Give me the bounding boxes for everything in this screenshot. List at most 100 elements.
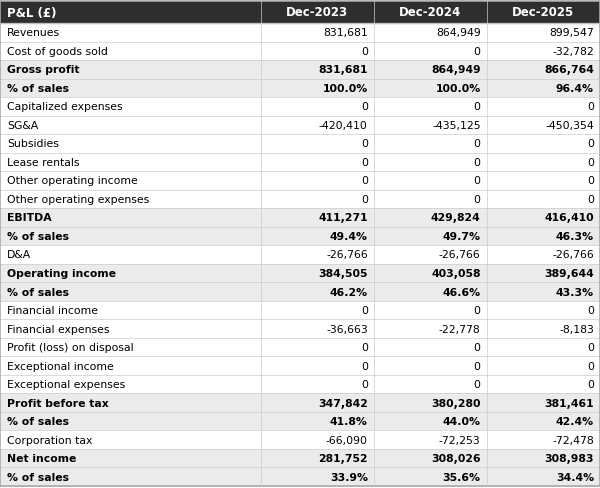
Text: Operating income: Operating income [7,268,116,279]
Text: Exceptional expenses: Exceptional expenses [7,379,125,389]
Text: 96.4%: 96.4% [556,83,594,94]
Text: -435,125: -435,125 [432,121,481,131]
Text: 380,280: 380,280 [431,398,481,408]
Text: 49.7%: 49.7% [443,231,481,242]
Text: 49.4%: 49.4% [330,231,368,242]
Text: 308,983: 308,983 [545,453,594,463]
Text: Capitalized expenses: Capitalized expenses [7,102,122,112]
Bar [0,98,600,116]
Bar [0,2,261,24]
Text: 831,681: 831,681 [323,28,368,38]
Bar [374,2,487,24]
Text: 347,842: 347,842 [318,398,368,408]
Text: 44.0%: 44.0% [443,416,481,427]
Text: 0: 0 [587,158,594,167]
Text: 281,752: 281,752 [318,453,368,463]
Text: 0: 0 [587,305,594,315]
Text: Other operating expenses: Other operating expenses [7,195,149,204]
Text: 0: 0 [361,361,368,371]
Text: 46.3%: 46.3% [556,231,594,242]
Bar [0,246,600,264]
Text: -66,090: -66,090 [326,435,368,445]
Text: 46.6%: 46.6% [442,287,481,297]
Text: Dec-2023: Dec-2023 [286,6,349,20]
Bar [0,338,600,357]
Text: 416,410: 416,410 [544,213,594,223]
Text: 899,547: 899,547 [549,28,594,38]
Bar [0,209,600,227]
Text: Corporation tax: Corporation tax [7,435,92,445]
Text: 864,949: 864,949 [436,28,481,38]
Text: -8,183: -8,183 [559,324,594,334]
Bar [0,430,600,449]
Bar [0,116,600,135]
Text: 0: 0 [361,195,368,204]
Text: 0: 0 [473,47,481,57]
Text: Profit (loss) on disposal: Profit (loss) on disposal [7,343,134,352]
Text: % of sales: % of sales [7,287,69,297]
Text: -26,766: -26,766 [552,250,594,260]
Text: Financial expenses: Financial expenses [7,324,110,334]
Text: 0: 0 [587,176,594,186]
Text: 35.6%: 35.6% [443,472,481,482]
Bar [0,468,600,486]
Text: 864,949: 864,949 [431,65,481,75]
Text: 0: 0 [473,195,481,204]
Text: 0: 0 [473,102,481,112]
Text: -26,766: -26,766 [326,250,368,260]
Text: 0: 0 [587,139,594,149]
Bar [0,264,600,283]
Text: Exceptional income: Exceptional income [7,361,114,371]
Bar [0,357,600,375]
Text: 831,681: 831,681 [319,65,368,75]
Bar [0,301,600,320]
Text: 0: 0 [587,361,594,371]
Bar [261,2,374,24]
Text: 0: 0 [361,176,368,186]
Bar [0,412,600,430]
Text: Financial income: Financial income [7,305,98,315]
Text: Dec-2024: Dec-2024 [399,6,461,20]
Bar [0,394,600,412]
Bar [0,172,600,190]
Text: 100.0%: 100.0% [323,83,368,94]
Text: 0: 0 [587,343,594,352]
Text: Revenues: Revenues [7,28,60,38]
Text: 0: 0 [473,379,481,389]
Text: 0: 0 [473,139,481,149]
Text: 34.4%: 34.4% [556,472,594,482]
Text: 0: 0 [361,379,368,389]
Text: % of sales: % of sales [7,472,69,482]
Bar [0,190,600,209]
Bar [0,227,600,246]
Text: SG&A: SG&A [7,121,38,131]
Bar [0,375,600,394]
Text: 41.8%: 41.8% [330,416,368,427]
Bar [0,24,600,42]
Text: P&L (£): P&L (£) [7,6,56,20]
Text: Net income: Net income [7,453,76,463]
Text: 0: 0 [587,195,594,204]
Text: % of sales: % of sales [7,83,69,94]
Text: 0: 0 [473,361,481,371]
Text: 0: 0 [587,379,594,389]
Text: 389,644: 389,644 [544,268,594,279]
Text: 0: 0 [473,158,481,167]
Text: EBITDA: EBITDA [7,213,52,223]
Text: 0: 0 [361,102,368,112]
Text: 42.4%: 42.4% [556,416,594,427]
Text: 0: 0 [473,343,481,352]
Text: % of sales: % of sales [7,231,69,242]
Text: 866,764: 866,764 [544,65,594,75]
Text: -72,253: -72,253 [439,435,481,445]
Text: 429,824: 429,824 [431,213,481,223]
Text: Profit before tax: Profit before tax [7,398,109,408]
Text: -450,354: -450,354 [545,121,594,131]
Text: -420,410: -420,410 [319,121,368,131]
Text: Dec-2025: Dec-2025 [512,6,574,20]
Text: % of sales: % of sales [7,416,69,427]
Text: D&A: D&A [7,250,31,260]
Bar [0,320,600,338]
Text: -36,663: -36,663 [326,324,368,334]
Text: Gross profit: Gross profit [7,65,79,75]
